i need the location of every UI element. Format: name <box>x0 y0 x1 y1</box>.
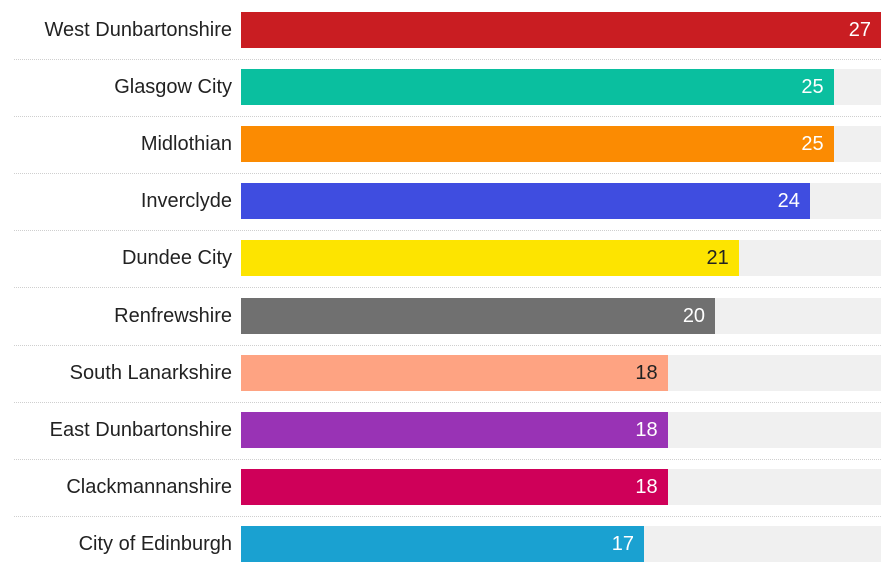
row-separator <box>14 515 881 517</box>
row-separator <box>14 344 881 346</box>
bar-value-label: 20 <box>682 304 706 327</box>
category-label: West Dunbartonshire <box>44 19 233 41</box>
row-separator <box>14 287 881 289</box>
bar-value-label: 18 <box>635 475 658 498</box>
category-label: South Lanarkshire <box>69 361 232 384</box>
row-separator <box>14 401 881 403</box>
bar <box>241 411 668 448</box>
bar-value-label: 18 <box>635 361 658 384</box>
bar <box>241 468 668 505</box>
row-separator <box>14 458 881 460</box>
bar-value-label: 25 <box>801 133 824 156</box>
bar <box>241 354 668 391</box>
bar <box>241 525 644 562</box>
row-separator <box>14 173 881 175</box>
bar <box>241 183 810 220</box>
category-label: East Dunbartonshire <box>49 418 232 441</box>
category-label: Glasgow City <box>114 76 232 99</box>
bar-value-label: 25 <box>801 76 824 99</box>
bar <box>241 126 834 163</box>
category-label: Clackmannanshire <box>66 475 232 498</box>
bar <box>241 240 739 277</box>
bar-value-label: 18 <box>635 418 658 441</box>
bar-value-label: 21 <box>706 247 729 270</box>
bar-value-label: 17 <box>611 532 634 555</box>
category-label: Midlothian <box>140 133 232 156</box>
bar-value-label: 24 <box>777 190 800 213</box>
category-label: City of Edinburgh <box>78 532 232 555</box>
row-separator <box>14 116 881 118</box>
category-label: Dundee City <box>121 247 232 270</box>
category-label: Inverclyde <box>140 190 232 213</box>
category-label: Renfrewshire <box>114 304 232 327</box>
bar-value-label: 27 <box>848 19 871 41</box>
row-separator <box>14 230 881 232</box>
bar <box>241 12 881 48</box>
bar <box>241 297 716 334</box>
bar <box>241 69 834 106</box>
row-separator <box>14 59 881 60</box>
